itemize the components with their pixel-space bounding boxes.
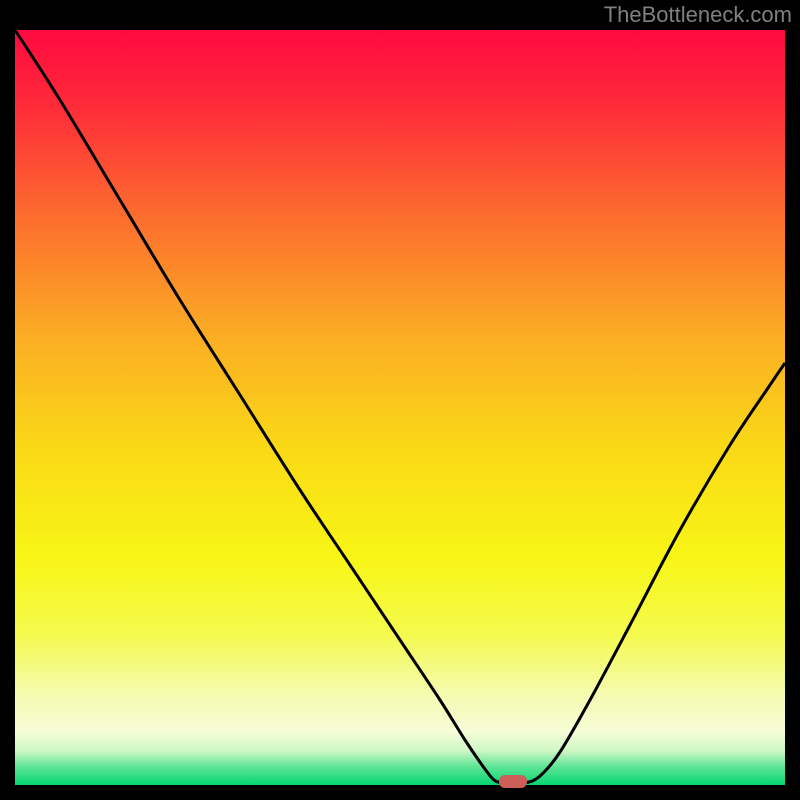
- curve-path: [15, 30, 785, 784]
- watermark-text: TheBottleneck.com: [604, 2, 792, 28]
- minimum-marker: [499, 775, 527, 788]
- bottleneck-chart: TheBottleneck.com: [0, 0, 800, 800]
- bottleneck-curve: [0, 0, 800, 800]
